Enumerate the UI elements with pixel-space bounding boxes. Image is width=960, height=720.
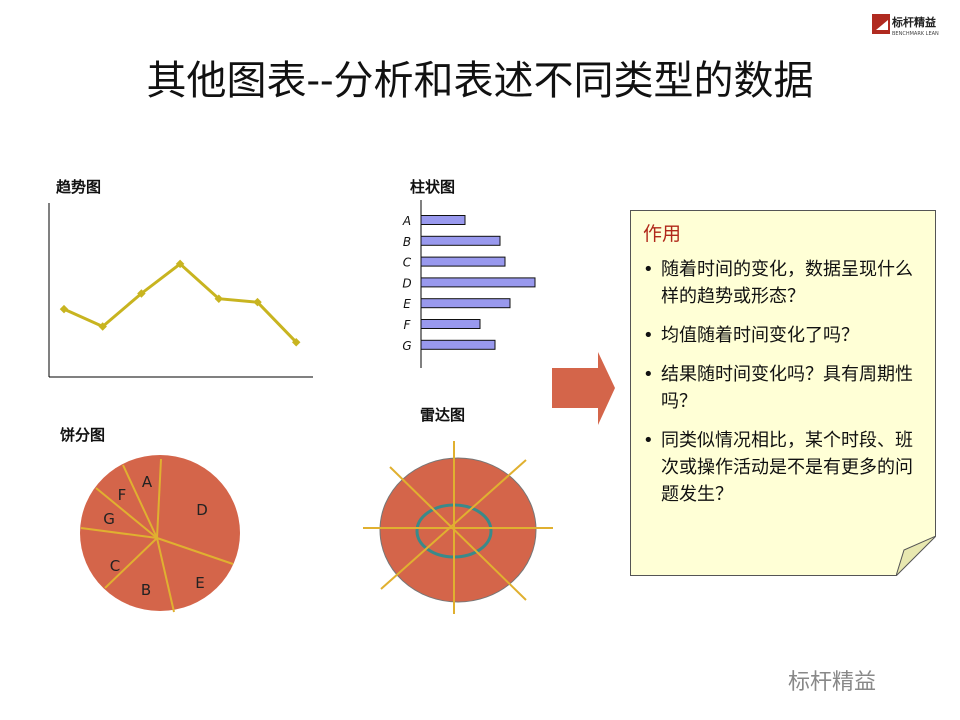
bar <box>420 235 501 246</box>
bar-label: F <box>404 318 412 332</box>
bar-label: E <box>403 297 411 311</box>
svg-text:BENCHMARK LEAN: BENCHMARK LEAN <box>892 31 939 37</box>
trend-chart <box>48 203 313 378</box>
note-heading: 作用 <box>643 223 682 245</box>
slide-title: 其他图表--分析和表述不同类型的数据 <box>146 58 814 104</box>
bar-label: D <box>402 276 411 290</box>
bar-label: B <box>403 235 411 249</box>
note-item: 结果随时间变化吗？具有周期性吗？ <box>643 361 925 415</box>
trend-point <box>59 304 69 314</box>
pie-slice-label: G <box>103 510 115 528</box>
note-item: 随着时间的变化，数据呈现什么样的趋势或形态？ <box>643 256 925 310</box>
pie-slice-edge <box>122 464 158 539</box>
pie-slice-label: C <box>110 557 120 575</box>
trend-point <box>98 322 107 331</box>
bar <box>420 215 466 225</box>
trend-point <box>175 259 185 269</box>
purpose-note: 作用 随着时间的变化，数据呈现什么样的趋势或形态？ 均值随着时间变化了吗？ 结果… <box>630 210 936 576</box>
note-item: 同类似情况相比，某个时段、班次或操作活动是不是有更多的问题发生？ <box>643 427 925 508</box>
pie-chart: A B C D E FG <box>80 455 240 613</box>
bar <box>420 319 481 329</box>
bar-label: A <box>402 214 411 228</box>
pie-slice-label: E <box>195 574 204 592</box>
trend-point <box>137 289 146 298</box>
pie-slice-label: D <box>196 501 208 519</box>
pie-slice-edge <box>156 458 162 539</box>
bar <box>420 339 496 350</box>
bar <box>420 298 511 309</box>
radar-spoke <box>389 466 527 601</box>
bar-chart-title: 柱状图 <box>410 178 456 196</box>
pie-slice-edge <box>95 487 158 539</box>
pie-disc <box>80 455 240 611</box>
pie-chart-title: 饼分图 <box>60 426 106 444</box>
watermark: 标杆精益 <box>788 670 877 695</box>
bar <box>420 256 506 267</box>
radar-chart <box>363 441 553 614</box>
pie-slice-edge <box>104 537 158 589</box>
pie-slice-label: A <box>142 473 153 491</box>
radar-chart-title: 雷达图 <box>420 406 466 424</box>
bar-label: C <box>403 256 412 270</box>
trend-point <box>291 337 301 347</box>
svg-text:标杆精益: 标杆精益 <box>891 15 936 29</box>
arrow-right-icon <box>552 352 615 425</box>
trend-point <box>253 297 262 307</box>
pie-slice-label: F <box>118 486 127 504</box>
trend-line <box>63 261 298 344</box>
pie-slice-edge <box>156 537 234 565</box>
note-item: 均值随着时间变化了吗？ <box>643 322 925 349</box>
radar-spoke <box>380 459 527 590</box>
logo: 标杆精益 BENCHMARK LEAN <box>872 12 948 38</box>
bar-label: G <box>402 339 411 353</box>
trend-chart-title: 趋势图 <box>56 178 102 196</box>
pie-slice-edge <box>80 527 158 539</box>
pie-slice-label: B <box>141 581 151 599</box>
pie-slice-edge <box>156 537 175 613</box>
folded-corner <box>896 536 936 576</box>
bar <box>420 277 536 288</box>
trend-point <box>214 294 224 303</box>
